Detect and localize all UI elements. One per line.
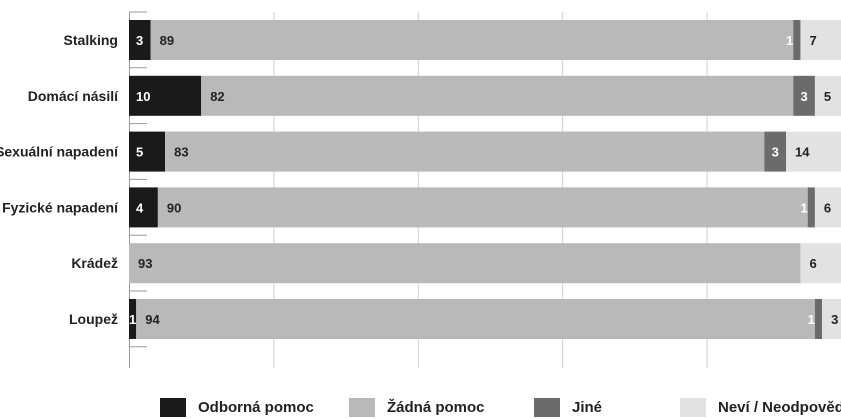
bar-segment bbox=[814, 299, 823, 339]
category-label: Stalking bbox=[64, 32, 118, 48]
bar-segment bbox=[201, 75, 794, 116]
legend-swatch bbox=[160, 397, 186, 417]
legend-label: Neví / Neodpověděl bbox=[718, 398, 841, 416]
legend-swatch bbox=[534, 397, 560, 417]
bar-segment bbox=[136, 299, 815, 339]
data-label: 82 bbox=[210, 89, 224, 104]
data-label: 1 bbox=[800, 200, 807, 215]
bar-segment bbox=[807, 187, 815, 228]
data-label: 1 bbox=[786, 33, 793, 48]
bar-segment bbox=[822, 299, 841, 339]
category-label: Loupež bbox=[69, 311, 118, 327]
bar-segment bbox=[800, 20, 841, 60]
bar-segment bbox=[150, 20, 794, 60]
legend-label: Odborná pomoc bbox=[198, 398, 314, 416]
legend: Odborná pomoc Žádná pomoc Jiné Neví / Neodp… bbox=[0, 395, 841, 419]
bar-segment bbox=[814, 75, 841, 116]
data-label: 3 bbox=[800, 89, 807, 104]
data-label: 90 bbox=[167, 200, 181, 215]
legend-swatch bbox=[680, 397, 706, 417]
data-label: 14 bbox=[795, 145, 810, 160]
bar-segment bbox=[165, 131, 765, 172]
bar-segment bbox=[800, 243, 841, 284]
data-label: 6 bbox=[824, 200, 831, 215]
bar-segment bbox=[129, 187, 158, 228]
bar-segment bbox=[793, 20, 801, 60]
bar-segment bbox=[157, 187, 808, 228]
bar-segment bbox=[793, 75, 815, 116]
legend-item: Neví / Neodpověděl bbox=[680, 397, 841, 417]
legend-item: Odborná pomoc bbox=[160, 397, 314, 417]
data-label: 7 bbox=[809, 33, 816, 48]
data-label: 5 bbox=[136, 145, 143, 160]
data-label: 5 bbox=[824, 89, 831, 104]
category-label: Domácí násilí bbox=[28, 88, 119, 104]
category-label: Sexuální napadení bbox=[0, 144, 119, 160]
data-label: 3 bbox=[772, 145, 779, 160]
legend-label: Jiné bbox=[572, 398, 603, 416]
data-label: 1 bbox=[808, 312, 815, 327]
bar-segment bbox=[129, 20, 151, 60]
data-label: 10 bbox=[136, 89, 150, 104]
data-label: 89 bbox=[160, 33, 174, 48]
data-label: 1 bbox=[129, 312, 136, 327]
legend-item: Žádná pomoc bbox=[349, 397, 485, 417]
bar-segment bbox=[786, 131, 841, 172]
category-label: Fyzické napadení bbox=[2, 199, 119, 215]
data-label: 94 bbox=[145, 312, 160, 327]
data-label: 6 bbox=[809, 256, 816, 271]
data-label: 3 bbox=[831, 312, 838, 327]
stacked-bar-chart: Stalking 3 89 1 7 Domácí násilí 10 82 3 5 Sexuální… bbox=[0, 11, 841, 368]
bar-segment bbox=[129, 243, 801, 284]
bar-segment bbox=[129, 131, 166, 172]
legend-item: Jiné bbox=[534, 397, 602, 417]
data-label: 93 bbox=[138, 256, 152, 271]
bar-segment bbox=[129, 75, 202, 116]
legend-swatch bbox=[349, 397, 375, 417]
bar-segment bbox=[764, 131, 787, 172]
bar-segment bbox=[814, 187, 841, 228]
legend-label: Žádná pomoc bbox=[387, 398, 485, 416]
data-label: 3 bbox=[136, 33, 143, 48]
bar-segment bbox=[129, 299, 137, 339]
data-label: 4 bbox=[136, 200, 144, 215]
data-label: 83 bbox=[174, 145, 188, 160]
category-label: Krádež bbox=[71, 255, 118, 271]
